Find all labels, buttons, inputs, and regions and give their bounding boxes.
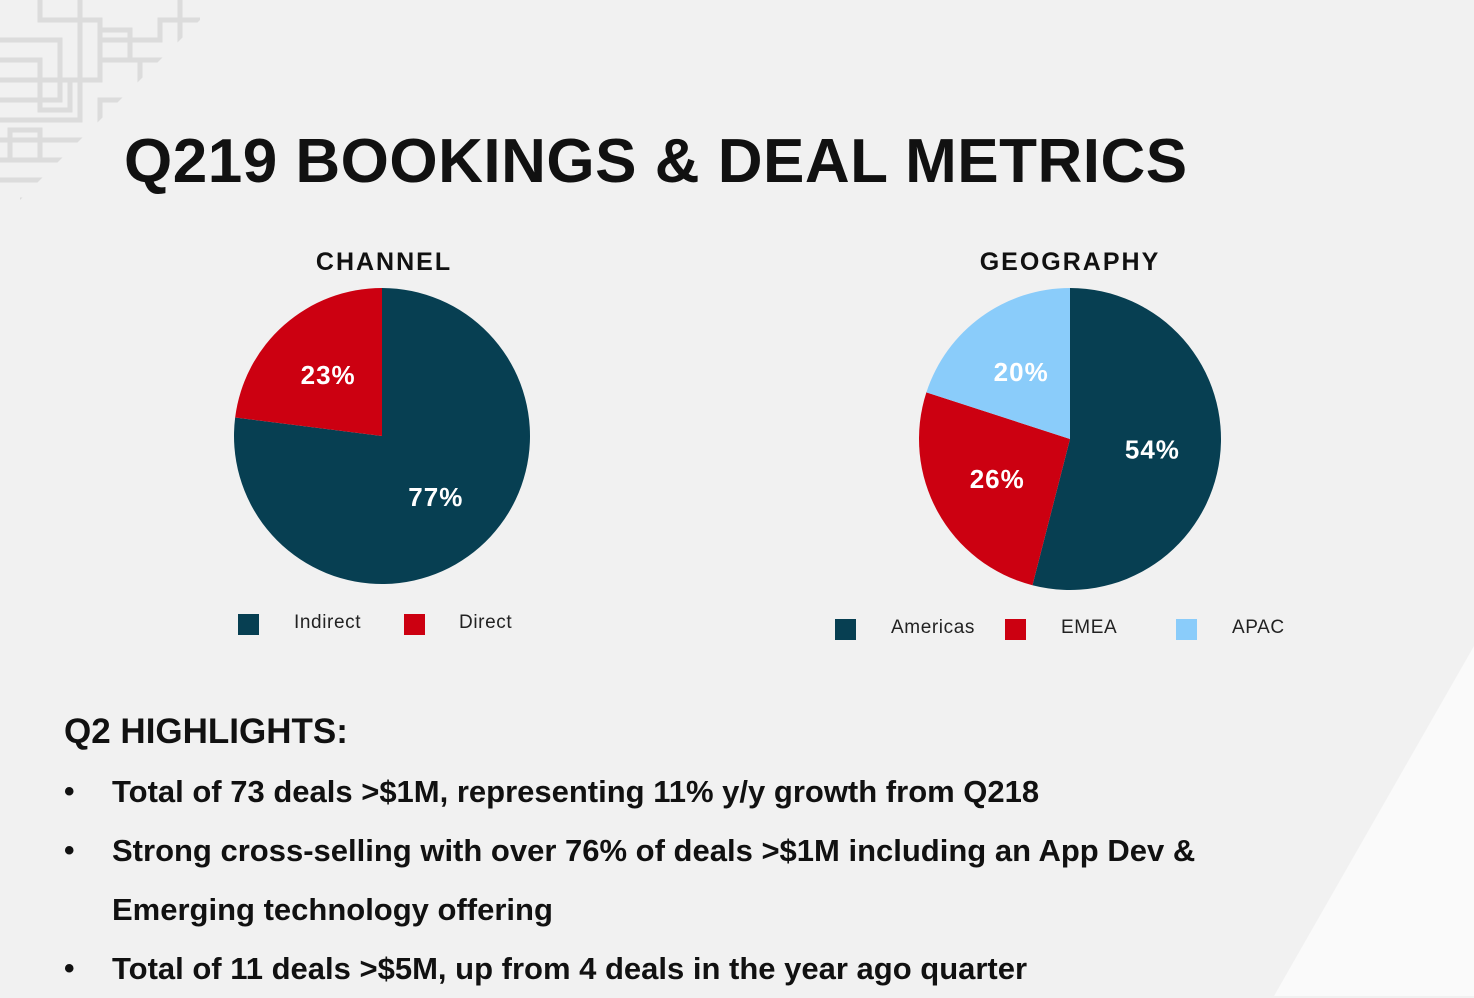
pie-slice-americas [1032, 288, 1221, 590]
channel-legend: Indirect Direct [238, 610, 558, 640]
legend-label-direct: Direct [459, 612, 513, 633]
pie-slice-direct [235, 288, 382, 436]
highlights-list: • Total of 73 deals >$1M, representing 1… [64, 762, 1264, 998]
geography-chart-title: GEOGRAPHY [979, 248, 1161, 276]
highlight-item: • Total of 73 deals >$1M, representing 1… [64, 762, 1252, 821]
highlights-heading: Q2 HIGHLIGHTS: [64, 712, 348, 751]
highlights-section: Q2 HIGHLIGHTS: • Total of 73 deals >$1M,… [64, 712, 1264, 998]
decorative-pattern [0, 0, 220, 220]
legend-swatch-americas [835, 619, 856, 640]
legend-label-apac: APAC [1232, 617, 1285, 638]
page-title: Q219 BOOKINGS & DEAL METRICS [124, 127, 1188, 196]
highlight-text: Total of 73 deals >$1M, representing 11%… [112, 774, 1040, 809]
channel-pie: 77% 23% [234, 288, 531, 584]
pie-label-apac: 20% [994, 357, 1049, 387]
legend-swatch-apac [1176, 619, 1197, 640]
pie-label-emea: 26% [970, 464, 1025, 494]
legend-swatch-indirect [238, 614, 259, 635]
highlight-text: Total of 11 deals >$5M, up from 4 deals … [112, 951, 1028, 986]
bullet-icon: • [64, 952, 75, 985]
legend-label-indirect: Indirect [294, 612, 362, 633]
highlight-item: • Total of 11 deals >$5M, up from 4 deal… [64, 939, 1252, 998]
geography-legend: Americas EMEA APAC [835, 615, 1315, 645]
pie-label-indirect: 77% [408, 482, 463, 512]
highlight-text: Strong cross-selling with over 76% of de… [112, 833, 1196, 927]
pie-slice-indirect [234, 288, 531, 584]
pie-slice-apac [926, 288, 1070, 439]
highlight-item: • Strong cross-selling with over 76% of … [64, 821, 1212, 939]
geography-pie: 54% 26% 20% [919, 288, 1221, 590]
legend-swatch-direct [404, 614, 425, 635]
geography-chart: GEOGRAPHY 54% 26% 20% Americas EMEA APAC [760, 240, 1474, 660]
legend-swatch-emea [1005, 619, 1026, 640]
pie-label-direct: 23% [301, 360, 356, 390]
channel-chart-title: CHANNEL [315, 248, 453, 276]
bullet-icon: • [64, 834, 75, 867]
pie-slice-emea [919, 392, 1070, 586]
legend-label-emea: EMEA [1061, 617, 1118, 638]
bullet-icon: • [64, 775, 75, 808]
channel-chart: CHANNEL 77% 23% Indirect Direct [0, 240, 760, 660]
legend-label-americas: Americas [891, 617, 975, 638]
decorative-corner-shape [1274, 646, 1474, 996]
pie-label-americas: 54% [1125, 434, 1180, 464]
